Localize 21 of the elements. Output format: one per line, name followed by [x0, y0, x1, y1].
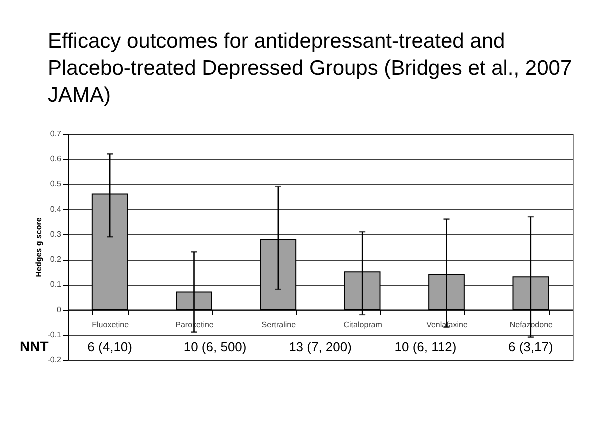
annotation: 6 (3,17) — [508, 339, 554, 354]
y-tick-label: 0.3 — [50, 230, 62, 239]
y-tick-label: 0.7 — [50, 130, 62, 138]
y-tick-label: 0.1 — [50, 280, 62, 290]
text: NNT — [20, 338, 50, 354]
y-tick-label: 0.4 — [50, 204, 62, 214]
annotation: 13 (7, 200) — [289, 339, 352, 354]
annotation: 10 (6, 500) — [184, 339, 247, 354]
y-tick-label: 0.5 — [50, 180, 62, 189]
y-tick-label: -0.1 — [48, 330, 62, 340]
y-tick-label: -0.2 — [48, 356, 62, 364]
x-tick-label: Sertraline — [262, 320, 297, 330]
x-tick-label: Fluoxetine — [92, 320, 130, 330]
y-tick-label: 0.6 — [50, 154, 62, 164]
y-axis-title: Hedges g score — [34, 217, 44, 278]
annotation: 10 (6, 112) — [394, 339, 457, 354]
chart-title: Efficacy outcomes for antidepressant-treated and Placebo-treated Depressed Groups (Bridges et al., 2007 JAMA) — [48, 29, 574, 109]
y-tick-label: 0 — [57, 305, 62, 314]
y-tick-label: 0.2 — [50, 255, 62, 264]
x-tick-label: Citalopram — [344, 320, 383, 330]
annotation: 6 (4,10) — [88, 339, 132, 354]
